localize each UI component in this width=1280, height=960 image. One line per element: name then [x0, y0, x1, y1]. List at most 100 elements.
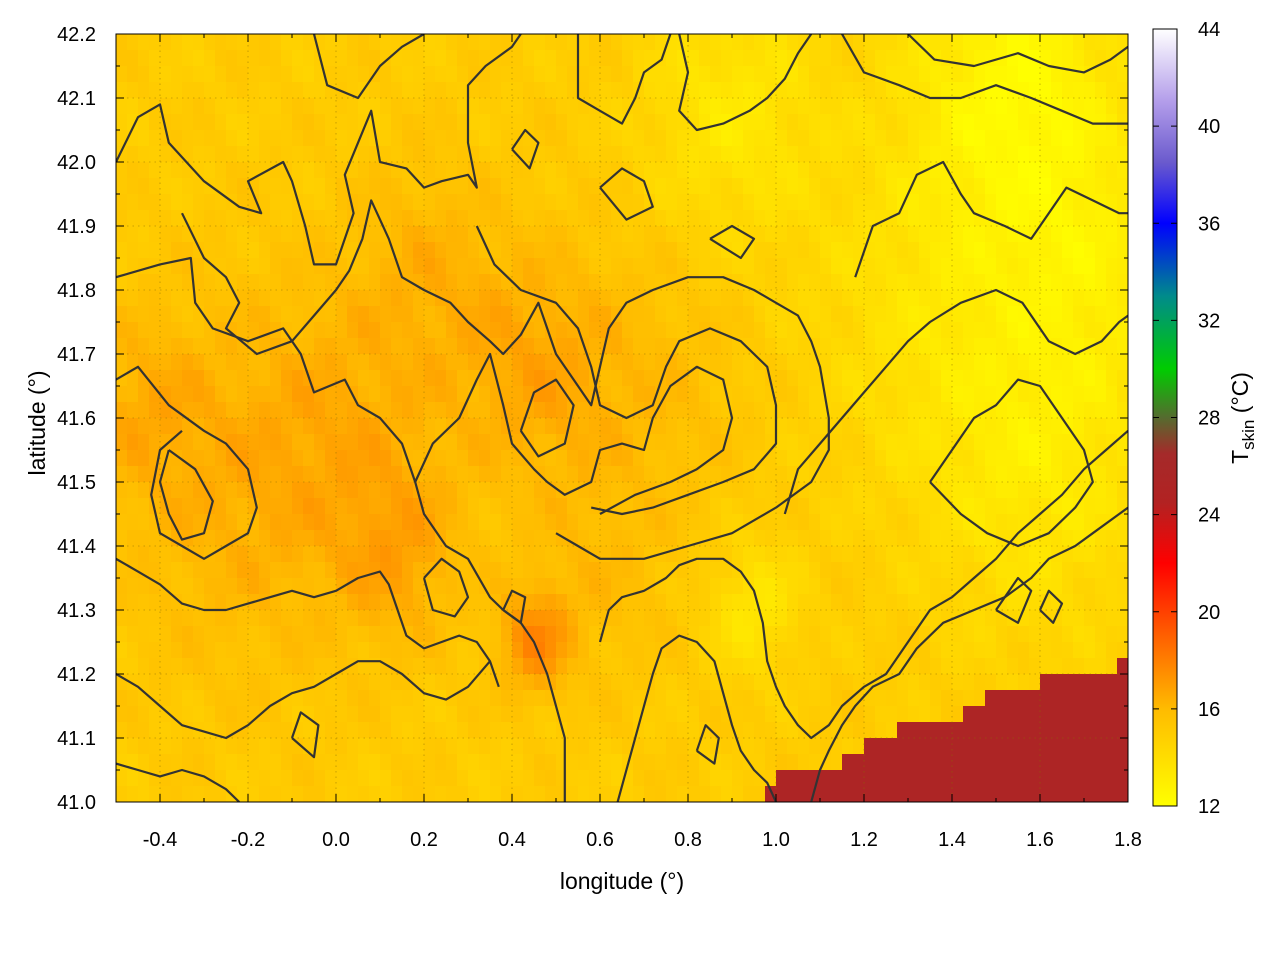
heatmap-cell: [193, 786, 205, 802]
heatmap-cell: [985, 514, 997, 531]
heatmap-cell: [842, 114, 854, 131]
heatmap-cell: [820, 34, 832, 51]
heatmap-cell: [798, 738, 810, 755]
heatmap-cell: [292, 658, 304, 675]
heatmap-cell: [1007, 162, 1019, 179]
contour-line: [181, 199, 830, 560]
heatmap-cell: [226, 354, 238, 371]
heatmap-cell: [875, 722, 887, 739]
heatmap-cell: [545, 594, 557, 611]
heatmap-cell: [336, 162, 348, 179]
heatmap-cell: [237, 354, 249, 371]
heatmap-cell: [688, 194, 700, 211]
heatmap-cell: [182, 658, 194, 675]
heatmap-cell: [424, 674, 436, 691]
heatmap-cell: [754, 674, 766, 691]
heatmap-cell: [380, 578, 392, 595]
heatmap-cell: [787, 226, 799, 243]
heatmap-cell: [578, 114, 590, 131]
heatmap-cell: [743, 98, 755, 115]
heatmap-cell: [501, 610, 513, 627]
heatmap-cell: [677, 226, 689, 243]
heatmap-cell: [1073, 146, 1085, 163]
heatmap-cell: [1106, 466, 1118, 483]
heatmap-cell: [325, 290, 337, 307]
heatmap-cell: [809, 258, 821, 275]
heatmap-cell: [435, 66, 447, 83]
heatmap-cell: [732, 482, 744, 499]
heatmap-cell: [314, 514, 326, 531]
heatmap-cell: [853, 594, 865, 611]
heatmap-cell: [138, 34, 150, 51]
heatmap-cell: [226, 514, 238, 531]
x-tick-label: 1.4: [938, 829, 966, 851]
heatmap-cell: [259, 610, 271, 627]
heatmap-cell: [886, 594, 898, 611]
heatmap-cell: [754, 290, 766, 307]
heatmap-cell: [1084, 178, 1096, 195]
heatmap-cell: [413, 242, 425, 259]
heatmap-cell: [545, 306, 557, 323]
heatmap-cell: [336, 738, 348, 755]
heatmap-cell: [897, 114, 909, 131]
heatmap-cell: [314, 482, 326, 499]
heatmap-cell: [633, 274, 645, 291]
heatmap-cell: [919, 226, 931, 243]
heatmap-cell: [677, 690, 689, 707]
heatmap-cell: [886, 370, 898, 387]
heatmap-cell: [116, 114, 128, 131]
heatmap-cell: [1018, 370, 1030, 387]
heatmap-cell: [897, 258, 909, 275]
heatmap-cell: [908, 34, 920, 51]
heatmap-cell: [490, 466, 502, 483]
heatmap-cell: [1040, 434, 1052, 451]
heatmap-cell: [347, 514, 359, 531]
heatmap-cell: [380, 322, 392, 339]
heatmap-cell: [710, 546, 722, 563]
heatmap-cell: [325, 482, 337, 499]
heatmap-cell: [138, 114, 150, 131]
heatmap-cell: [556, 322, 568, 339]
heatmap-cell: [303, 530, 315, 547]
heatmap-cell: [633, 178, 645, 195]
heatmap-cell: [776, 658, 788, 675]
heatmap-cell: [171, 786, 183, 802]
heatmap-cell: [1117, 386, 1128, 403]
heatmap-cell: [1018, 274, 1030, 291]
heatmap-cell: [798, 434, 810, 451]
heatmap-cell: [1117, 722, 1128, 739]
heatmap-cell: [1040, 594, 1052, 611]
heatmap-cell: [754, 738, 766, 755]
heatmap-cell: [380, 194, 392, 211]
heatmap-cell: [545, 98, 557, 115]
heatmap-cell: [754, 354, 766, 371]
heatmap-cell: [622, 178, 634, 195]
heatmap-cell: [1117, 530, 1128, 547]
heatmap-cell: [171, 546, 183, 563]
heatmap-cell: [1029, 514, 1041, 531]
heatmap-cell: [974, 514, 986, 531]
heatmap-cell: [743, 578, 755, 595]
heatmap-cell: [589, 242, 601, 259]
heatmap-cell: [1095, 290, 1107, 307]
heatmap-cell: [578, 370, 590, 387]
heatmap-cell: [446, 658, 458, 675]
x-tick-label: 1.0: [762, 829, 790, 851]
heatmap-cell: [710, 258, 722, 275]
heatmap-cell: [259, 626, 271, 643]
heatmap-cell: [413, 98, 425, 115]
x-tick-label: 0.4: [498, 829, 526, 851]
heatmap-cell: [1029, 146, 1041, 163]
heatmap-cell: [391, 738, 403, 755]
heatmap-cell: [732, 594, 744, 611]
heatmap-cell: [1018, 498, 1030, 515]
heatmap-cell: [523, 562, 535, 579]
heatmap-cell: [820, 466, 832, 483]
heatmap-cell: [831, 594, 843, 611]
heatmap-cell: [248, 386, 260, 403]
heatmap-cell: [501, 66, 513, 83]
heatmap-cell: [963, 658, 975, 675]
heatmap-cell: [160, 562, 172, 579]
heatmap-cell: [688, 34, 700, 51]
heatmap-cell: [1018, 674, 1030, 691]
